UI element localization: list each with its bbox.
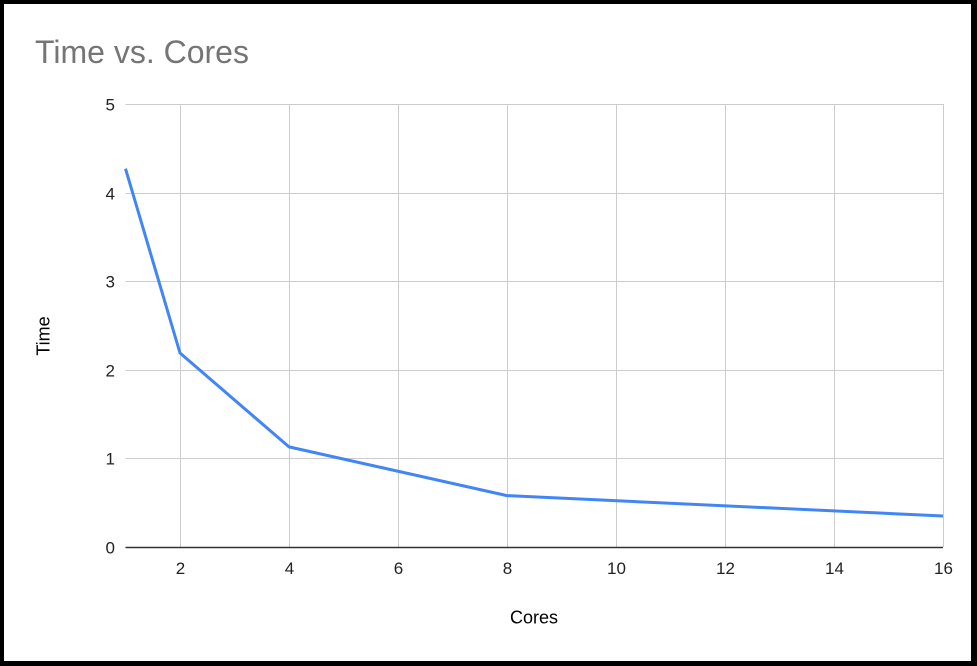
x-tick-label: 6 bbox=[394, 559, 403, 578]
x-tick-label: 12 bbox=[716, 559, 735, 578]
y-tick-label: 5 bbox=[106, 96, 115, 115]
chart-title: Time vs. Cores bbox=[35, 34, 249, 70]
y-tick-label: 4 bbox=[106, 185, 115, 204]
x-tick-label: 4 bbox=[285, 559, 294, 578]
x-tick-label: 8 bbox=[503, 559, 512, 578]
y-tick-label: 0 bbox=[106, 539, 115, 558]
y-tick-label: 1 bbox=[106, 450, 115, 469]
series-line bbox=[124, 168, 944, 518]
y-tick-label: 3 bbox=[106, 273, 115, 292]
x-tick-label: 10 bbox=[607, 559, 626, 578]
chart-frame bbox=[4, 4, 971, 661]
x-tick-label: 14 bbox=[825, 559, 844, 578]
x-tick-label: 16 bbox=[934, 559, 953, 578]
x-axis-label: Cores bbox=[509, 607, 559, 628]
x-tick-label: 2 bbox=[176, 559, 185, 578]
y-tick-label: 2 bbox=[106, 362, 115, 381]
